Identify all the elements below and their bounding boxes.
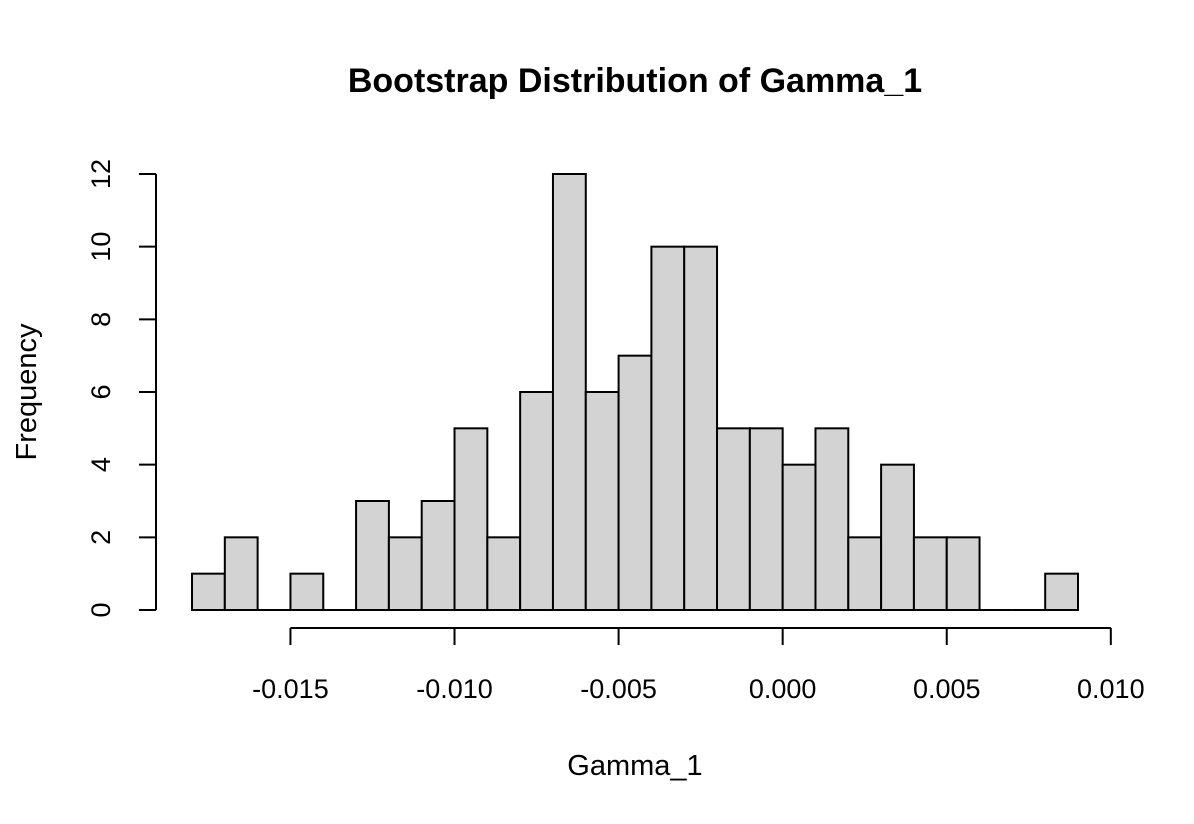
x-tick-label: 0.005 [913, 674, 981, 704]
histogram-bar [912, 536, 948, 611]
x-tick-label: -0.010 [416, 674, 493, 704]
x-tick-label: -0.005 [580, 674, 657, 704]
x-tick-label: 0.000 [749, 674, 817, 704]
y-tick-label: 2 [86, 530, 116, 545]
histogram-bar [814, 427, 850, 612]
histogram-bar [683, 245, 719, 612]
histogram-bar [847, 536, 883, 611]
x-tick-label: -0.015 [252, 674, 329, 704]
x-tick-label: 0.010 [1077, 674, 1145, 704]
histogram-bar [223, 536, 259, 611]
histogram-bar [420, 500, 456, 611]
histogram-bar [945, 536, 981, 611]
histogram-bar [1044, 572, 1079, 612]
histogram-bar [191, 572, 226, 612]
bars-group [191, 173, 1079, 612]
histogram-bar [584, 391, 620, 611]
histogram-bar [519, 391, 554, 611]
histogram-bar [289, 572, 325, 612]
histogram-bar [551, 173, 587, 611]
histogram-bar [453, 427, 489, 612]
histogram-bar [617, 354, 653, 611]
histogram-bar [880, 463, 915, 611]
histogram-bar [387, 536, 423, 611]
y-axis: 0 2 4 6 8 10 12 [86, 159, 157, 618]
histogram-bar [486, 536, 522, 611]
x-axis: -0.015 -0.010 -0.005 0.000 0.005 0.010 [252, 627, 1145, 704]
y-tick-label: 12 [86, 159, 116, 189]
histogram-bar [650, 245, 686, 612]
y-tick-label: 0 [86, 602, 116, 617]
chart-title: Bootstrap Distribution of Gamma_1 [348, 62, 922, 100]
y-tick-label: 8 [86, 312, 116, 327]
histogram-bar [355, 500, 390, 611]
histogram-bar [716, 427, 751, 612]
histogram-bar [748, 427, 784, 612]
x-axis-label: Gamma_1 [567, 750, 702, 782]
y-tick-label: 6 [86, 384, 116, 399]
y-axis-label: Frequency [11, 323, 43, 461]
y-tick-label: 10 [86, 232, 116, 262]
y-tick-label: 4 [86, 457, 116, 472]
histogram-bar [781, 463, 817, 611]
